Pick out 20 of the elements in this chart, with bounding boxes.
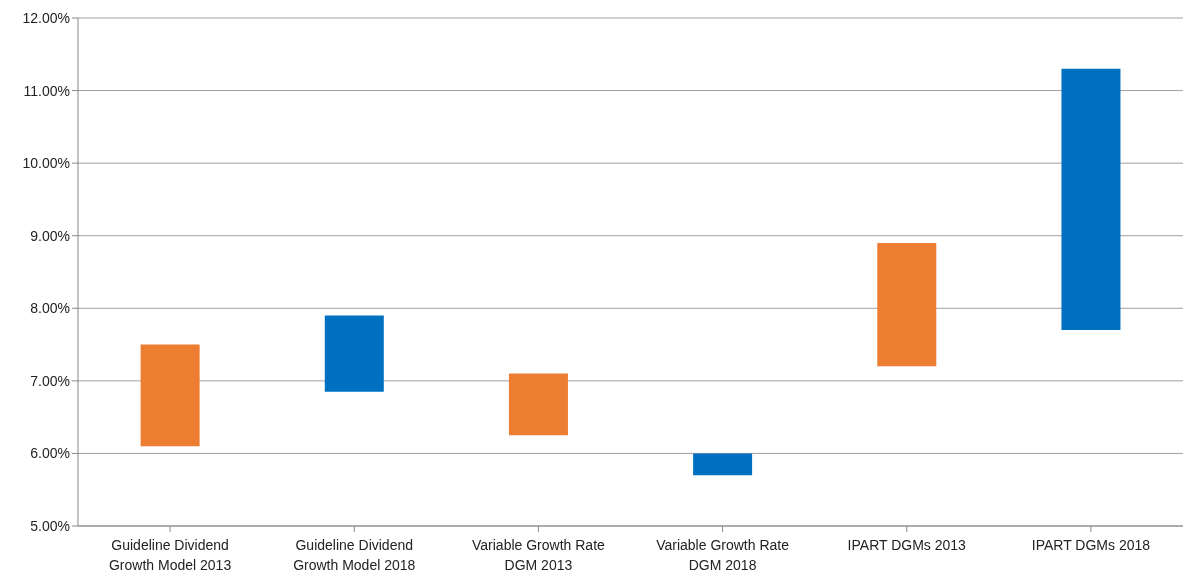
x-tick-label: Variable Growth Rate DGM 2018 bbox=[656, 537, 790, 573]
y-tick-label: 12.00% bbox=[22, 9, 70, 26]
y-tick-label: 8.00% bbox=[30, 300, 70, 317]
bar bbox=[324, 315, 384, 392]
x-tick-label: IPART DGMs 2013 bbox=[847, 537, 967, 553]
x-tick-label: IPART DGMs 2018 bbox=[1031, 537, 1151, 553]
bar bbox=[140, 344, 200, 447]
bar bbox=[1061, 68, 1121, 331]
x-tick-label: Variable Growth Rate DGM 2013 bbox=[472, 537, 606, 573]
bar bbox=[693, 453, 753, 476]
y-tick-label: 5.00% bbox=[30, 517, 70, 534]
bar bbox=[877, 242, 937, 367]
bar bbox=[508, 373, 568, 436]
x-tick-label: Guideline Dividend Growth Model 2018 bbox=[293, 537, 416, 573]
y-tick-label: 11.00% bbox=[23, 82, 70, 99]
x-tick-label: Guideline Dividend Growth Model 2013 bbox=[108, 537, 232, 573]
y-tick-label: 7.00% bbox=[30, 372, 70, 389]
y-tick-label: 6.00% bbox=[30, 445, 70, 462]
y-tick-label: 10.00% bbox=[22, 155, 70, 172]
y-tick-label: 9.00% bbox=[30, 227, 70, 244]
